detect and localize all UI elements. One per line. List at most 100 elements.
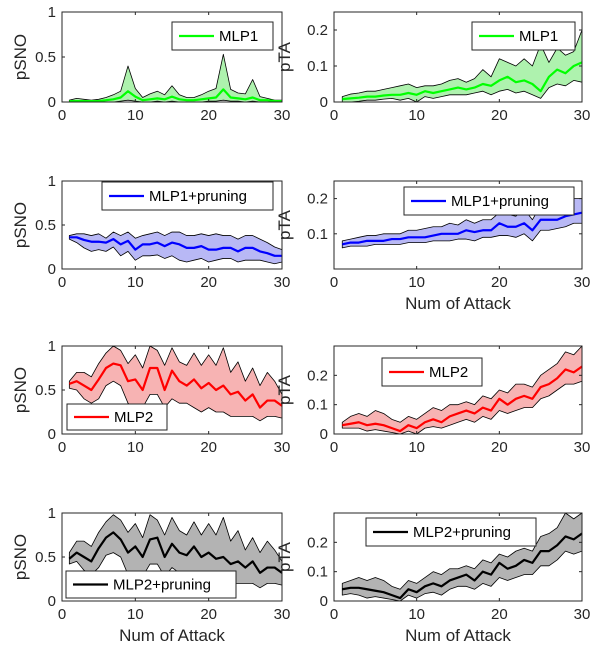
- y-tick-label: 0.1: [307, 226, 328, 243]
- legend: MLP1: [171, 21, 274, 51]
- x-tick-label: 0: [330, 606, 338, 623]
- panel-6: 0 10 20 30 0 0.1 0.2 pTA MLP2: [275, 345, 591, 456]
- y-tick-label: 0.2: [307, 367, 328, 384]
- y-tick-label: 0: [48, 426, 56, 443]
- series-line-MLP1+pruning: [69, 236, 282, 257]
- y-tick-label: 0: [320, 593, 328, 610]
- legend: MLP1+pruning: [403, 186, 575, 216]
- x-tick-label: 20: [200, 274, 217, 291]
- panel-3: 0 10 20 30 0 0.5 1 pSNO MLP1+pruning: [11, 173, 290, 291]
- axes-frame: [333, 345, 583, 435]
- x-tick-label: 20: [200, 606, 217, 623]
- legend: MLP1: [471, 21, 576, 51]
- x-tick-label: 10: [408, 439, 425, 456]
- y-tick-label: 0.1: [307, 564, 328, 581]
- panel-7: 0 10 20 30 0 0.5 1 pSNO Num of Attack MLP2+prunin…: [11, 505, 290, 645]
- x-tick-label: 30: [274, 274, 291, 291]
- legend-label: MLP2: [114, 409, 153, 426]
- x-axis-label: Num of Attack: [405, 294, 511, 313]
- y-axis-label: pTA: [275, 41, 294, 72]
- y-axis-label: pTA: [275, 209, 294, 240]
- y-tick-label: 0: [48, 94, 56, 111]
- series-line-MLP2: [342, 365, 583, 433]
- y-tick-label: 0: [320, 94, 328, 111]
- axes-frame: [333, 512, 583, 602]
- y-tick-label: 0.1: [307, 58, 328, 75]
- x-tick-label: 20: [200, 439, 217, 456]
- y-tick-label: 0.5: [35, 549, 56, 566]
- y-tick-label: 0.5: [35, 382, 56, 399]
- x-tick-label: 20: [491, 274, 508, 291]
- axes-frame: [333, 11, 583, 103]
- y-tick-label: 0: [48, 261, 56, 278]
- legend: MLP2+pruning: [65, 570, 237, 599]
- y-axis-label: pSNO: [11, 34, 30, 80]
- panel-4: 0 10 20 30 0.1 0.2 pTA Num of Attack MLP1+prunin…: [275, 180, 590, 313]
- panel-1: 0 10 20 30 0 0.5 1 pSNO MLP1: [11, 4, 290, 124]
- legend: MLP2+pruning: [365, 517, 537, 547]
- x-axis-label: Num of Attack: [119, 626, 225, 645]
- legend: MLP2: [381, 357, 483, 387]
- series-line-MLP1: [342, 61, 583, 101]
- y-tick-label: 0: [48, 593, 56, 610]
- panel-5: 0 10 20 30 0 0.5 1 pSNO MLP2: [11, 338, 290, 456]
- axes-frame: [333, 180, 583, 270]
- y-axis-label: pTA: [275, 374, 294, 405]
- legend-label: MLP1: [219, 28, 258, 45]
- series-line-MLP2+pruning: [342, 532, 583, 600]
- series-line-MLP1+pruning: [342, 211, 583, 246]
- y-axis-label: pSNO: [11, 367, 30, 413]
- y-tick-label: 0.5: [35, 49, 56, 66]
- x-tick-label: 0: [58, 107, 66, 124]
- x-tick-label: 10: [408, 274, 425, 291]
- legend-label: MLP1: [519, 28, 558, 45]
- y-tick-label: 1: [48, 505, 56, 522]
- x-tick-label: 20: [491, 606, 508, 623]
- x-tick-label: 30: [274, 439, 291, 456]
- legend: MLP2: [66, 403, 168, 431]
- x-tick-label: 30: [574, 107, 591, 124]
- x-axis-label: Num of Attack: [405, 626, 511, 645]
- y-axis-label: pSNO: [11, 202, 30, 248]
- y-tick-label: 0.5: [35, 217, 56, 234]
- x-tick-label: 30: [274, 107, 291, 124]
- y-tick-label: 1: [48, 4, 56, 21]
- x-tick-label: 10: [408, 606, 425, 623]
- y-axis-label: pSNO: [11, 534, 30, 580]
- legend-label: MLP2: [429, 364, 468, 381]
- y-tick-label: 0.2: [307, 534, 328, 551]
- x-tick-label: 0: [58, 606, 66, 623]
- x-tick-label: 10: [127, 107, 144, 124]
- legend: MLP1+pruning: [101, 181, 274, 211]
- x-tick-label: 10: [127, 606, 144, 623]
- y-tick-label: 0.2: [307, 22, 328, 39]
- y-axis-label: pTA: [275, 541, 294, 572]
- y-tick-label: 1: [48, 338, 56, 355]
- y-tick-label: 0.1: [307, 397, 328, 414]
- x-tick-label: 0: [58, 439, 66, 456]
- x-tick-label: 30: [274, 606, 291, 623]
- series-line-MLP2+pruning: [68, 531, 283, 574]
- y-tick-label: 0.2: [307, 191, 328, 208]
- x-tick-label: 20: [491, 439, 508, 456]
- x-tick-label: 0: [330, 439, 338, 456]
- series-line-MLP2: [68, 362, 283, 409]
- x-tick-label: 30: [574, 606, 591, 623]
- legend-label: MLP2+pruning: [113, 577, 211, 594]
- x-tick-label: 30: [574, 439, 591, 456]
- x-tick-label: 0: [58, 274, 66, 291]
- legend-label: MLP2+pruning: [413, 524, 511, 541]
- panel-8: 0 10 20 30 0 0.1 0.2 pTA Num of Attack MLP2+pruni…: [275, 512, 591, 645]
- confidence-band: [68, 53, 283, 103]
- x-tick-label: 20: [491, 107, 508, 124]
- x-tick-label: 10: [408, 107, 425, 124]
- x-tick-label: 10: [127, 439, 144, 456]
- x-tick-label: 20: [200, 107, 217, 124]
- x-tick-label: 0: [330, 274, 338, 291]
- x-tick-label: 10: [127, 274, 144, 291]
- series-line-MLP1: [69, 88, 282, 103]
- x-tick-label: 0: [330, 107, 338, 124]
- panel-2: 0 10 20 30 0 0.1 0.2 pTA MLP1: [275, 11, 591, 124]
- y-tick-label: 1: [48, 173, 56, 190]
